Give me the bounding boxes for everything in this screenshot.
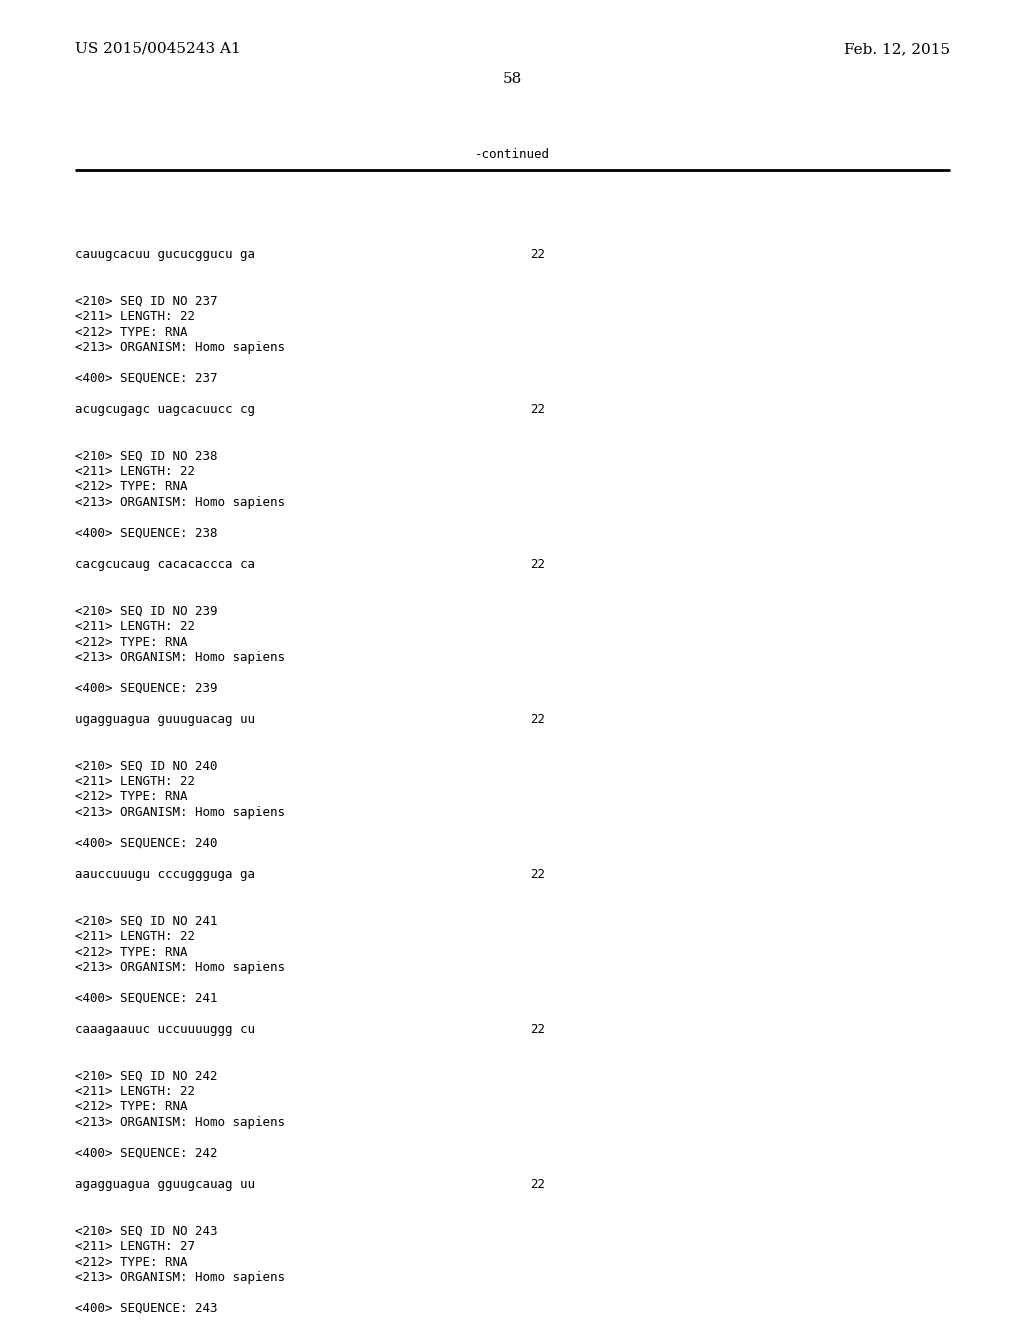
Text: 58: 58 [503,73,521,86]
Text: Feb. 12, 2015: Feb. 12, 2015 [844,42,950,55]
Text: <400> SEQUENCE: 240: <400> SEQUENCE: 240 [75,837,217,850]
Text: 22: 22 [530,713,545,726]
Text: <212> TYPE: RNA: <212> TYPE: RNA [75,326,187,338]
Text: <400> SEQUENCE: 239: <400> SEQUENCE: 239 [75,682,217,696]
Text: 22: 22 [530,1177,545,1191]
Text: <213> ORGANISM: Homo sapiens: <213> ORGANISM: Homo sapiens [75,341,285,354]
Text: -continued: -continued [474,148,550,161]
Text: agagguagua gguugcauag uu: agagguagua gguugcauag uu [75,1177,255,1191]
Text: <213> ORGANISM: Homo sapiens: <213> ORGANISM: Homo sapiens [75,807,285,818]
Text: <213> ORGANISM: Homo sapiens: <213> ORGANISM: Homo sapiens [75,1115,285,1129]
Text: 22: 22 [530,1023,545,1036]
Text: aauccuuugu cccuggguga ga: aauccuuugu cccuggguga ga [75,869,255,880]
Text: acugcugagc uagcacuucc cg: acugcugagc uagcacuucc cg [75,403,255,416]
Text: <213> ORGANISM: Homo sapiens: <213> ORGANISM: Homo sapiens [75,496,285,510]
Text: <212> TYPE: RNA: <212> TYPE: RNA [75,635,187,648]
Text: <212> TYPE: RNA: <212> TYPE: RNA [75,480,187,494]
Text: 22: 22 [530,403,545,416]
Text: ugagguagua guuuguacag uu: ugagguagua guuuguacag uu [75,713,255,726]
Text: <211> LENGTH: 22: <211> LENGTH: 22 [75,931,195,942]
Text: cauugcacuu gucucggucu ga: cauugcacuu gucucggucu ga [75,248,255,261]
Text: <211> LENGTH: 27: <211> LENGTH: 27 [75,1239,195,1253]
Text: <213> ORGANISM: Homo sapiens: <213> ORGANISM: Homo sapiens [75,1271,285,1284]
Text: <400> SEQUENCE: 241: <400> SEQUENCE: 241 [75,993,217,1005]
Text: <210> SEQ ID NO 241: <210> SEQ ID NO 241 [75,915,217,928]
Text: <211> LENGTH: 22: <211> LENGTH: 22 [75,620,195,634]
Text: <211> LENGTH: 22: <211> LENGTH: 22 [75,465,195,478]
Text: <400> SEQUENCE: 237: <400> SEQUENCE: 237 [75,372,217,385]
Text: <210> SEQ ID NO 239: <210> SEQ ID NO 239 [75,605,217,618]
Text: US 2015/0045243 A1: US 2015/0045243 A1 [75,42,241,55]
Text: <400> SEQUENCE: 242: <400> SEQUENCE: 242 [75,1147,217,1160]
Text: <211> LENGTH: 22: <211> LENGTH: 22 [75,310,195,323]
Text: <210> SEQ ID NO 238: <210> SEQ ID NO 238 [75,450,217,462]
Text: <211> LENGTH: 22: <211> LENGTH: 22 [75,775,195,788]
Text: <210> SEQ ID NO 237: <210> SEQ ID NO 237 [75,294,217,308]
Text: <212> TYPE: RNA: <212> TYPE: RNA [75,1255,187,1269]
Text: <213> ORGANISM: Homo sapiens: <213> ORGANISM: Homo sapiens [75,651,285,664]
Text: <212> TYPE: RNA: <212> TYPE: RNA [75,945,187,958]
Text: <400> SEQUENCE: 238: <400> SEQUENCE: 238 [75,527,217,540]
Text: <213> ORGANISM: Homo sapiens: <213> ORGANISM: Homo sapiens [75,961,285,974]
Text: <210> SEQ ID NO 242: <210> SEQ ID NO 242 [75,1069,217,1082]
Text: <400> SEQUENCE: 243: <400> SEQUENCE: 243 [75,1302,217,1315]
Text: <210> SEQ ID NO 243: <210> SEQ ID NO 243 [75,1225,217,1238]
Text: <210> SEQ ID NO 240: <210> SEQ ID NO 240 [75,759,217,772]
Text: 22: 22 [530,869,545,880]
Text: <212> TYPE: RNA: <212> TYPE: RNA [75,791,187,804]
Text: 22: 22 [530,248,545,261]
Text: caaagaauuc uccuuuuggg cu: caaagaauuc uccuuuuggg cu [75,1023,255,1036]
Text: <212> TYPE: RNA: <212> TYPE: RNA [75,1101,187,1114]
Text: 22: 22 [530,558,545,572]
Text: <211> LENGTH: 22: <211> LENGTH: 22 [75,1085,195,1098]
Text: cacgcucaug cacacaccca ca: cacgcucaug cacacaccca ca [75,558,255,572]
